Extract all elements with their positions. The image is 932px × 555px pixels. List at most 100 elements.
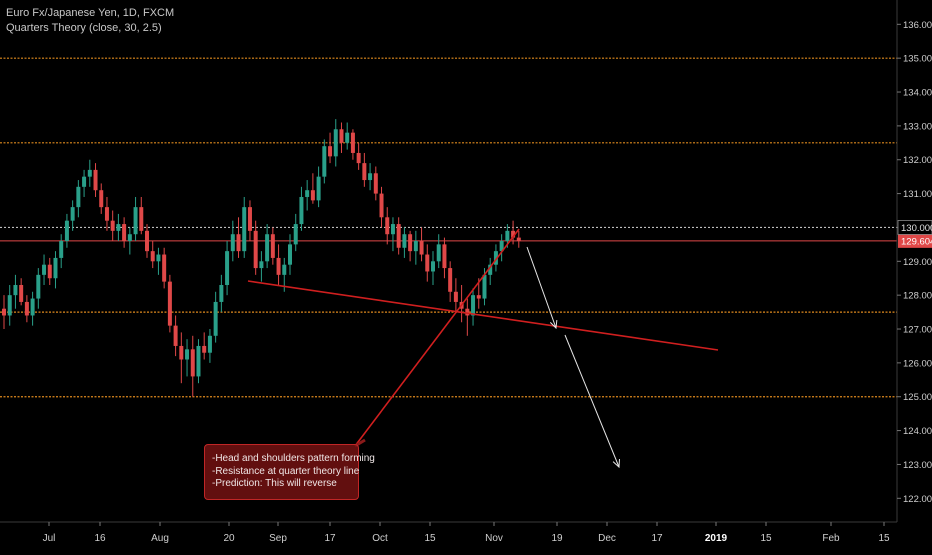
candle-body — [493, 251, 498, 265]
time-tick-label: 15 — [878, 533, 890, 544]
candle-body — [110, 220, 115, 231]
candle-body — [150, 251, 155, 262]
candle-body — [305, 190, 310, 197]
time-tick-label: 2019 — [705, 533, 728, 544]
price-tick-label: 125.000 — [903, 392, 932, 403]
candle-body — [104, 207, 109, 221]
candle-body — [259, 261, 264, 269]
candle-body — [390, 224, 395, 235]
indicator-title[interactable]: Quarters Theory (close, 30, 2.5) — [6, 22, 162, 34]
price-tick-label: 135.000 — [903, 54, 932, 65]
level-130-label: 130.000 — [901, 223, 932, 234]
candle-body — [133, 207, 138, 235]
time-tick-label: Oct — [372, 533, 388, 544]
candle-body — [293, 224, 298, 245]
time-tick-label: 15 — [424, 533, 436, 544]
candle-body — [505, 230, 510, 241]
candle-body — [499, 240, 504, 252]
time-tick-label: Aug — [151, 533, 169, 544]
last-price-tag — [898, 233, 932, 248]
candle-body — [453, 291, 458, 302]
candle-body — [82, 176, 87, 187]
candle-body — [282, 264, 287, 275]
neckline — [247, 280, 719, 351]
price-tick-label: 136.000 — [903, 20, 932, 31]
candle-body — [322, 146, 327, 177]
candle-body — [350, 132, 355, 153]
time-tick-label: 16 — [94, 533, 106, 544]
candle-body — [230, 234, 235, 252]
candle-body — [76, 186, 81, 208]
chart-legend: Euro Fx/Japanese Yen, 1D, FXCM Quarters … — [6, 6, 174, 36]
candle-body — [316, 176, 321, 201]
candle-body — [2, 308, 6, 316]
candle-body — [288, 244, 292, 265]
candle-body — [145, 230, 149, 252]
annotation-line-1: -Head and shoulders pattern forming — [212, 453, 375, 464]
candle-body — [24, 301, 29, 316]
candle-body — [93, 169, 98, 191]
candle-body — [185, 349, 190, 360]
candle-body — [265, 234, 270, 262]
time-tick-label: 17 — [324, 533, 336, 544]
rising-trendline — [354, 228, 520, 447]
candle-body — [219, 285, 224, 302]
candle-body — [36, 274, 41, 299]
candle-body — [207, 335, 212, 353]
candle-body — [379, 193, 384, 218]
candle-body — [442, 244, 447, 269]
time-tick-label: Sep — [269, 533, 287, 544]
candle-body — [156, 254, 161, 262]
candle-body — [396, 224, 401, 248]
candle-body — [213, 301, 218, 336]
candle-body — [7, 295, 12, 316]
candle-body — [190, 349, 195, 377]
candle-body — [167, 281, 172, 326]
candle-body — [236, 234, 241, 252]
annotation-callout[interactable]: -Head and shoulders pattern forming -Res… — [204, 444, 375, 500]
candle-body — [59, 240, 64, 258]
candle-body — [362, 163, 367, 181]
candle-body — [53, 257, 58, 279]
candle-body — [356, 152, 361, 164]
price-tick-label: 133.000 — [903, 121, 932, 132]
candle-body — [162, 254, 167, 282]
candle-body — [253, 230, 258, 269]
candle-body — [482, 274, 487, 299]
candle-body — [448, 268, 453, 292]
price-tick-label: 123.000 — [903, 460, 932, 471]
arrow-first-leg — [526, 246, 557, 329]
drawings — [247, 228, 719, 469]
price-tick-label: 131.000 — [903, 189, 932, 200]
candle-body — [402, 234, 407, 248]
candle-body — [122, 224, 127, 241]
candle-body — [328, 146, 333, 157]
time-axis: Jul 16 Aug 20 Sep 17 Oct 15 Nov 19 Dec 17 2019 15 Feb 1… — [0, 521, 897, 544]
quarter-levels — [0, 57, 897, 398]
candle-body — [47, 264, 52, 279]
candle-body — [202, 345, 207, 353]
candle-body — [64, 220, 69, 241]
annotation-line-2: -Resistance at quarter theory line — [212, 465, 360, 477]
candle-body — [431, 261, 435, 272]
annotation-line-3: -Prediction: This will reverse — [212, 478, 337, 489]
candle-body — [30, 298, 35, 316]
price-tick-label: 124.000 — [903, 426, 932, 437]
candle-body — [488, 264, 493, 275]
candle-body — [196, 345, 201, 377]
candle-body — [270, 234, 275, 258]
symbol-title[interactable]: Euro Fx/Japanese Yen, 1D, FXCM — [6, 7, 175, 19]
candle-body — [476, 295, 481, 299]
candle-body — [179, 345, 184, 360]
candle-body — [13, 285, 18, 296]
arrow-second-leg — [564, 334, 620, 468]
level-130-tag — [897, 220, 932, 235]
price-tick-label: 132.000 — [903, 155, 932, 166]
candle-body — [516, 237, 521, 241]
candle-body — [19, 285, 24, 302]
candle-body — [413, 240, 418, 252]
last-price-label: 129.604 — [901, 236, 932, 247]
candle-body — [465, 308, 470, 316]
